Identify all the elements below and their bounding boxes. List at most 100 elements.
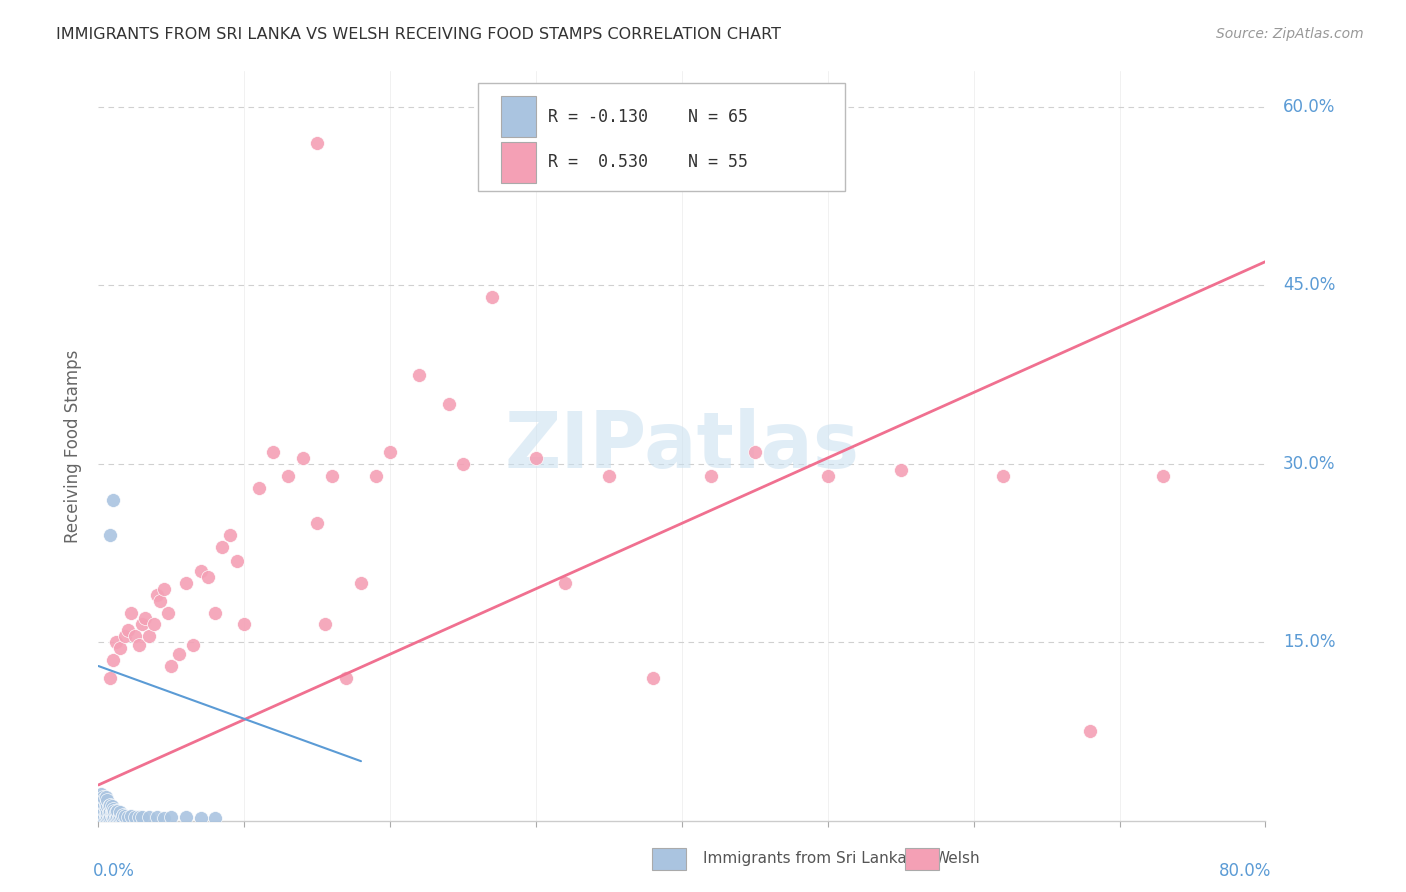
Point	[100, 805, 122, 820]
Point	[97, 810, 120, 824]
Point	[233, 617, 256, 632]
Point	[104, 805, 127, 820]
Point	[90, 792, 112, 806]
Point	[114, 809, 136, 823]
Point	[101, 653, 124, 667]
Point	[262, 445, 284, 459]
Point	[174, 810, 197, 824]
Point	[96, 793, 118, 807]
Text: 30.0%: 30.0%	[1282, 455, 1336, 473]
Point	[117, 810, 139, 824]
Point	[181, 638, 204, 652]
Point	[120, 809, 142, 823]
Point	[94, 810, 117, 824]
Point	[554, 575, 576, 590]
Point	[307, 516, 329, 531]
Point	[364, 468, 387, 483]
Point	[1152, 468, 1174, 483]
Point	[149, 593, 172, 607]
Point	[131, 810, 153, 824]
Point	[160, 810, 183, 824]
Point	[524, 450, 547, 465]
Point	[160, 659, 183, 673]
Text: Immigrants from Sri Lanka: Immigrants from Sri Lanka	[703, 851, 907, 865]
Point	[641, 671, 664, 685]
Point	[481, 290, 503, 304]
Point	[89, 802, 111, 816]
Point	[96, 809, 118, 823]
Point	[91, 810, 114, 824]
Point	[89, 807, 111, 822]
Point	[101, 802, 124, 816]
Point	[211, 540, 233, 554]
Point	[1080, 724, 1102, 739]
Point	[91, 805, 114, 820]
Point	[124, 810, 146, 824]
Point	[101, 805, 124, 820]
Point	[204, 606, 226, 620]
Point	[110, 641, 132, 656]
Text: R = -0.130    N = 65: R = -0.130 N = 65	[548, 108, 748, 126]
Point	[93, 792, 115, 806]
Point	[307, 136, 329, 150]
Point	[291, 450, 314, 465]
Point	[94, 806, 117, 821]
Point	[91, 799, 114, 814]
Point	[90, 788, 112, 802]
Point	[817, 468, 839, 483]
Point	[247, 481, 270, 495]
Point	[89, 796, 111, 810]
Point	[110, 805, 132, 820]
Point	[98, 798, 121, 813]
Point	[105, 804, 128, 818]
Point	[93, 809, 115, 823]
Text: 45.0%: 45.0%	[1282, 277, 1336, 294]
Point	[314, 617, 336, 632]
Point	[97, 805, 120, 820]
Point	[98, 809, 121, 823]
Point	[94, 789, 117, 804]
Point	[105, 809, 128, 823]
Point	[451, 457, 474, 471]
Point	[350, 575, 373, 590]
Point	[146, 810, 169, 824]
Point	[277, 468, 299, 483]
Point	[138, 629, 160, 643]
Text: IMMIGRANTS FROM SRI LANKA VS WELSH RECEIVING FOOD STAMPS CORRELATION CHART: IMMIGRANTS FROM SRI LANKA VS WELSH RECEI…	[56, 27, 782, 42]
Y-axis label: Receiving Food Stamps: Receiving Food Stamps	[65, 350, 83, 542]
Point	[174, 575, 197, 590]
Text: ZIPatlas: ZIPatlas	[505, 408, 859, 484]
Point	[96, 799, 118, 814]
Point	[114, 629, 136, 643]
Point	[103, 804, 125, 818]
Point	[408, 368, 430, 382]
Point	[146, 588, 169, 602]
Point	[111, 810, 134, 824]
Point	[153, 811, 176, 825]
Point	[142, 617, 165, 632]
Point	[138, 810, 160, 824]
Text: 80.0%: 80.0%	[1219, 862, 1271, 880]
Point	[89, 789, 111, 804]
Point	[90, 799, 112, 814]
Point	[128, 638, 150, 652]
Point	[153, 582, 176, 596]
Point	[90, 804, 112, 818]
Point	[101, 810, 124, 824]
Point	[890, 463, 912, 477]
Point	[103, 809, 125, 823]
Point	[93, 804, 115, 818]
Point	[190, 564, 212, 578]
Point	[700, 468, 723, 483]
Point	[97, 799, 120, 814]
Point	[134, 611, 156, 625]
Point	[744, 445, 766, 459]
Point	[190, 811, 212, 825]
Point	[197, 570, 219, 584]
Point	[98, 804, 121, 818]
Point	[335, 671, 357, 685]
Point	[437, 397, 460, 411]
Point	[98, 528, 121, 542]
Point	[117, 624, 139, 638]
Text: 15.0%: 15.0%	[1282, 633, 1336, 651]
